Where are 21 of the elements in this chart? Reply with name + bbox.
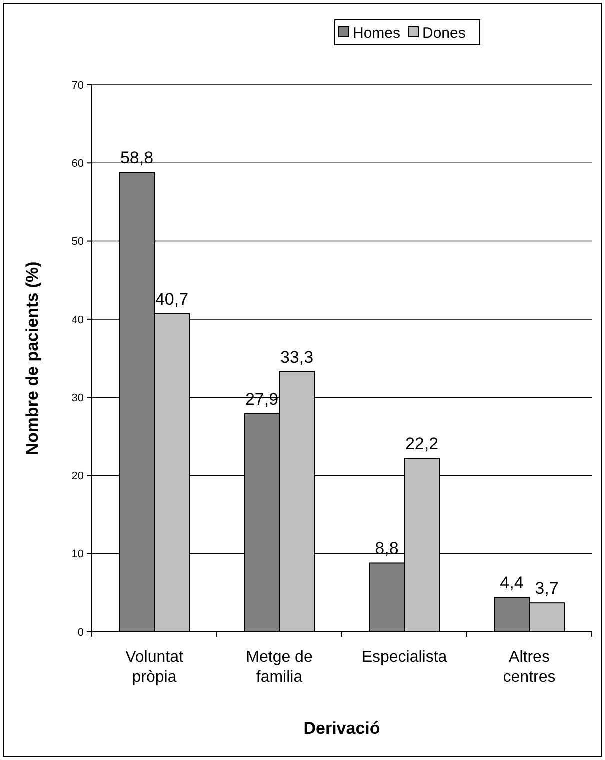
x-tick-label: Voluntat pròpia [126,649,184,686]
y-tick-label: 70 [72,80,84,92]
data-label: 3,7 [535,579,559,598]
y-axis-title: Nombre de pacients (%) [23,262,42,456]
legend-label: Homes [353,24,401,42]
x-tick-label: Especialista [362,649,448,666]
y-tick-label: 60 [72,158,84,170]
y-tick-label: 10 [72,548,84,561]
data-label: 40,7 [155,290,189,309]
x-tick-label: Metge de familia [246,649,313,686]
x-tick-label: Altres centres [503,649,556,686]
y-tick-label: 40 [72,314,84,326]
y-tick-label: 0 [78,626,84,639]
legend-label: Dones [422,24,466,42]
x-axis-title: Derivació [304,719,380,738]
data-label: 22,2 [405,434,439,454]
y-tick-label: 20 [72,470,84,483]
y-tick-label: 30 [72,392,84,404]
y-tick-label: 50 [72,236,84,248]
data-label: 33,3 [280,348,314,367]
data-label: 4,4 [500,574,524,593]
